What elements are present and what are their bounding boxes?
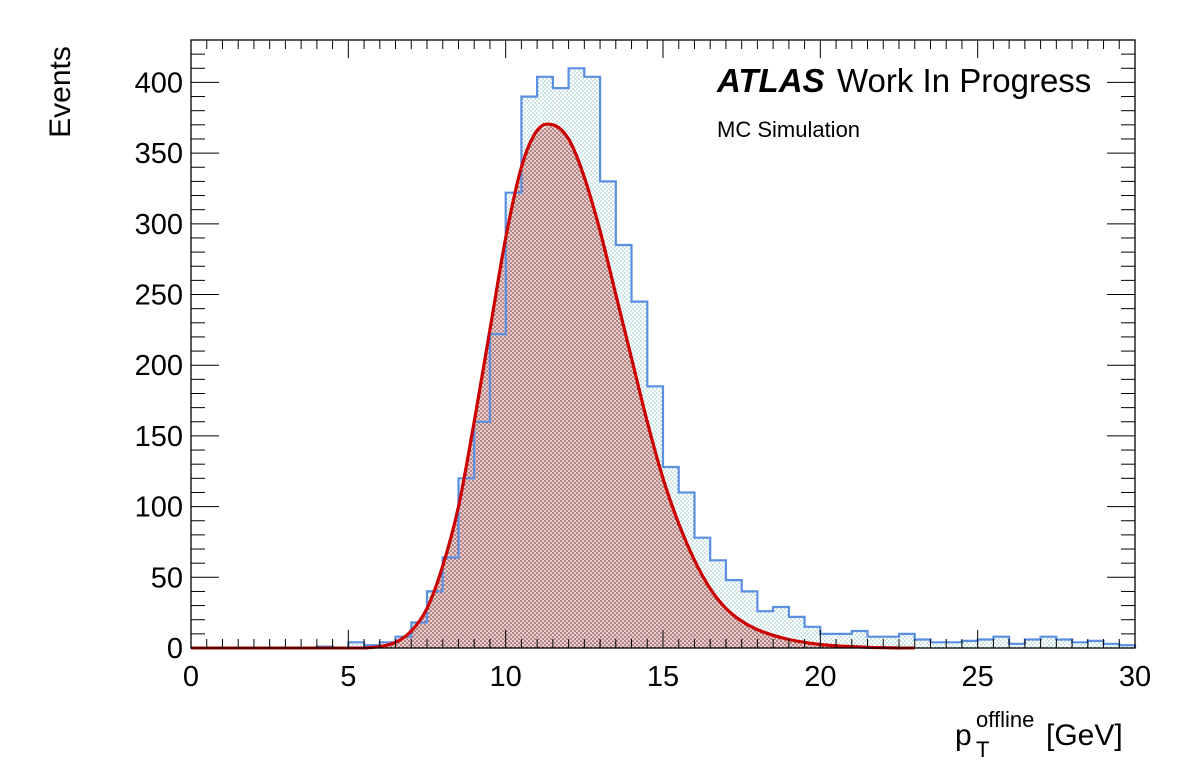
histogram-bar [1103,643,1120,648]
y-tick-label: 300 [135,209,183,241]
x-tick-label: 30 [1119,661,1151,693]
histogram-bar [883,636,899,648]
y-tick-label: 200 [135,350,183,382]
x-tick-label: 5 [340,661,356,693]
histogram-bar [1024,639,1041,648]
plot-area [191,67,1137,650]
x-axis-title-superscript: offline [976,707,1034,732]
histogram-bar [1056,639,1073,648]
histogram-bar [993,636,1010,648]
x-axis-title-base: p [955,719,972,752]
histogram-bar [1087,640,1104,648]
x-tick-label: 10 [490,661,522,693]
y-tick-label: 250 [135,280,183,312]
y-tick-label: 50 [151,562,183,594]
x-tick-label: 0 [183,661,199,693]
x-tick-label: 15 [647,661,679,693]
plot-frame [190,39,1136,649]
x-tick-label: 25 [962,661,994,693]
histogram-bar [1009,643,1025,648]
y-tick-label: 0 [167,633,183,665]
x-axis-title-subscript: T [976,737,989,762]
y-tick-label: 350 [135,138,183,170]
histogram-bar [899,633,915,648]
histogram-bar [348,642,365,648]
x-axis-title-unit: [GeV] [1046,719,1123,752]
histogram-bar [946,642,962,648]
histogram-bar [914,639,931,648]
histogram-bar [977,639,994,648]
y-tick-label: 100 [135,492,183,524]
histogram-bar [1040,636,1057,648]
x-axis-title: p T offline [GeV] [955,707,1123,762]
histogram-bar [1119,645,1135,648]
atlas-label-bold: ATLAS [716,62,825,99]
mc-simulation-label: MC Simulation [717,117,860,142]
histogram-bar [1072,642,1088,648]
histogram-bar [851,631,868,648]
histogram-bar [836,633,852,648]
y-tick-label: 400 [135,67,183,99]
y-tick-label: 150 [135,421,183,453]
fit-curve [363,122,900,650]
atlas-label: ATLAS Work In Progress [716,62,1091,99]
fit-area [364,124,900,649]
x-tick-label: 20 [804,661,836,693]
histogram-bar [930,642,947,648]
y-axis-title: Events [44,46,77,138]
histogram-bar [867,636,884,648]
histogram-bar [961,640,978,648]
atlas-status: Work In Progress [837,62,1091,99]
